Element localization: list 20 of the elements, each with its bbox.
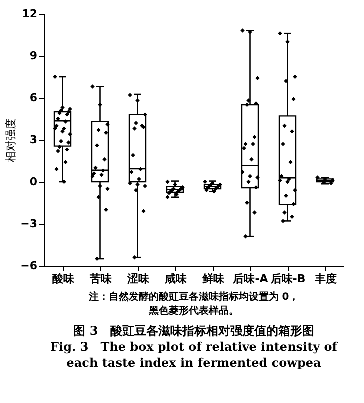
y-tick-label: −6 [20,260,38,272]
y-tick-label: 3 [30,134,38,146]
text: Fig. 3 The box plot of relative intensity of each taste index in fermented cowpea [50,340,338,370]
x-tick-label: 苦味 [88,272,113,286]
text: 注：自然发酵的酸豇豆各滋味指标均设置为 0， [88,291,300,303]
y-tick-label: 9 [30,50,38,62]
text: 图 3 酸豇豆各滋味指标相对强度值的箱形图 [74,324,314,338]
x-tick-label: 涩味 [126,272,150,286]
x-tick-label: 酸味 [52,272,76,286]
y-tick-label: 0 [30,176,38,188]
x-tick-label: 丰度 [314,272,337,286]
y-axis-title: 相对强度 [4,118,18,162]
x-tick-label: 鲜味 [201,272,226,286]
x-tick-label: 后味-A [232,272,269,286]
y-tick-label: 6 [30,92,38,104]
y-tick-label: −3 [20,218,38,230]
x-tick-label: 咸味 [164,272,188,286]
x-tick-label: 后味-B [270,272,306,286]
text: 黑色菱形代表样品。 [148,305,239,317]
y-tick-label: 12 [22,8,38,20]
